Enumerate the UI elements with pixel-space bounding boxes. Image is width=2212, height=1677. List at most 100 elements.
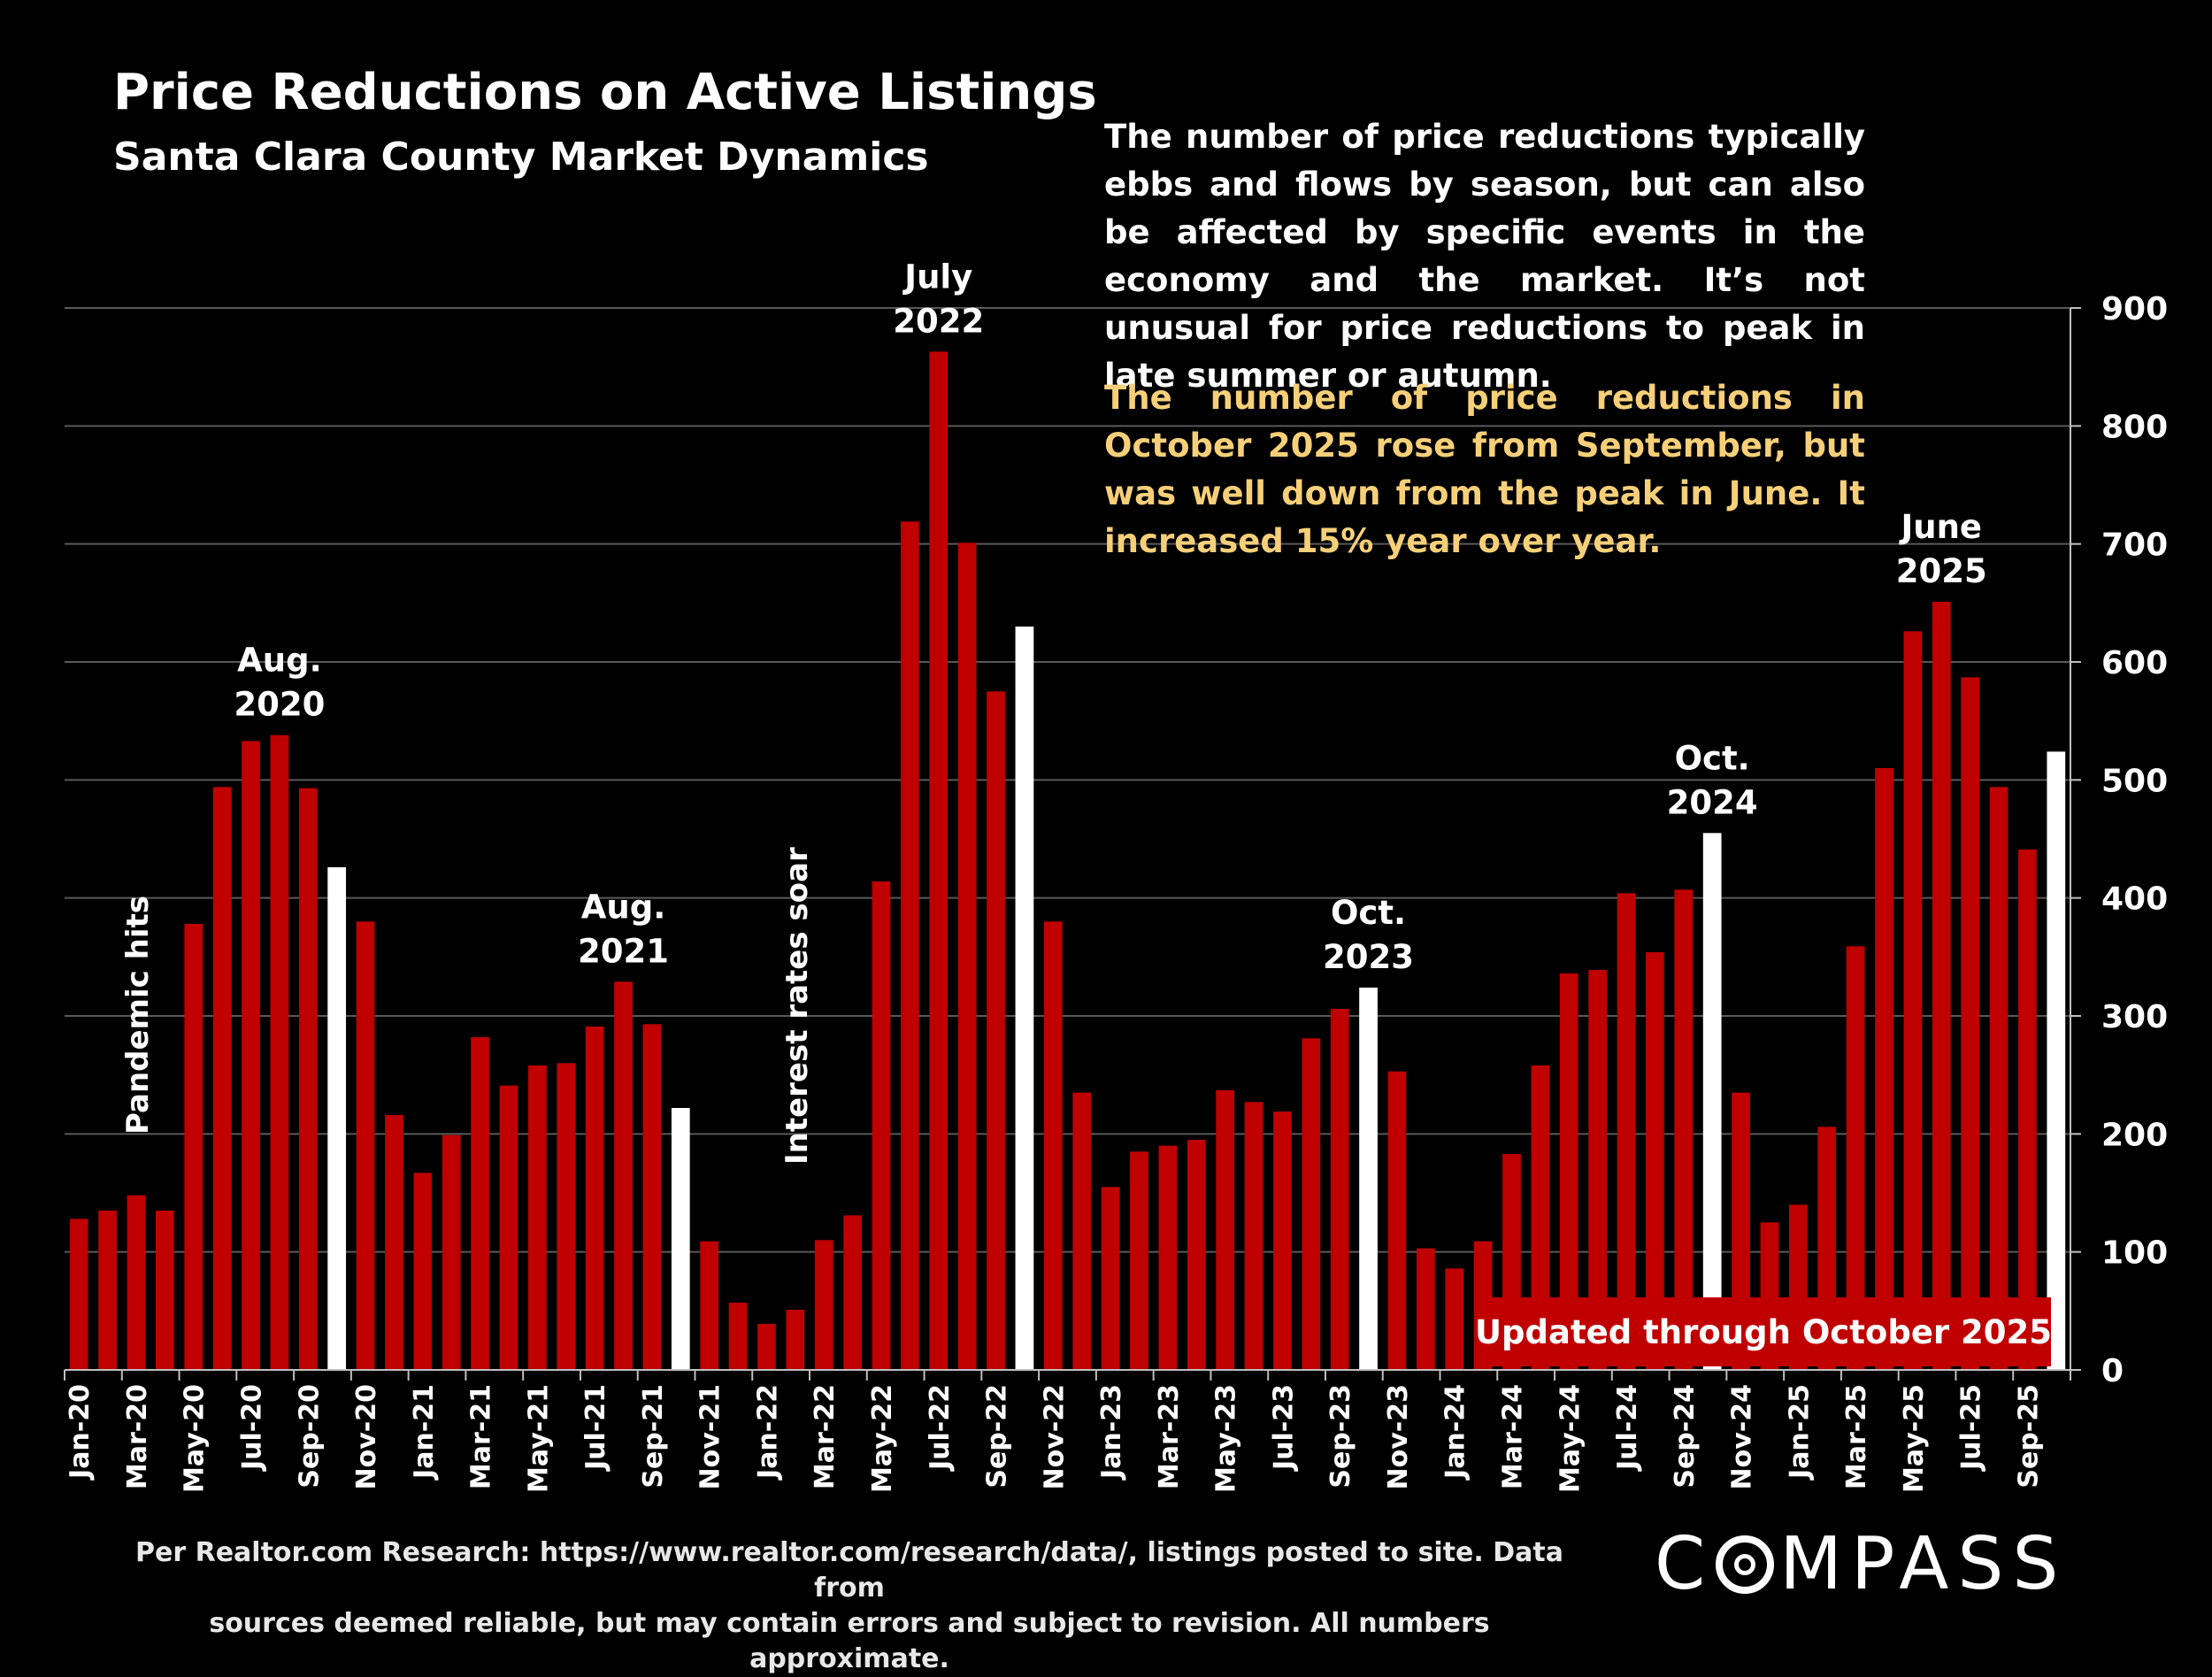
annotation-label: June bbox=[1898, 508, 1982, 546]
bar bbox=[929, 351, 949, 1370]
bar bbox=[1216, 1090, 1234, 1370]
bar bbox=[242, 741, 260, 1370]
y-tick-label: 700 bbox=[2101, 527, 2168, 564]
x-tick-label: Jan-24 bbox=[1440, 1384, 1471, 1481]
bar bbox=[1875, 768, 1893, 1370]
compass-logo: C MPASS bbox=[1655, 1522, 2068, 1606]
bar bbox=[413, 1173, 433, 1370]
bar bbox=[987, 691, 1005, 1370]
bar bbox=[528, 1065, 547, 1370]
annotation-label: 2021 bbox=[578, 932, 669, 970]
x-tick-label: Jul-25 bbox=[1956, 1384, 1987, 1472]
bar bbox=[1559, 973, 1578, 1370]
x-tick-label: Jan-21 bbox=[409, 1384, 440, 1481]
y-tick-label: 800 bbox=[2101, 409, 2168, 445]
bar bbox=[1445, 1268, 1464, 1370]
updated-badge bbox=[1476, 1297, 2051, 1366]
annotation-label: Aug. bbox=[581, 888, 666, 926]
x-tick-label: Sep-21 bbox=[638, 1384, 669, 1489]
bar bbox=[1302, 1038, 1321, 1370]
bar bbox=[1989, 787, 2008, 1370]
x-tick-label: Nov-20 bbox=[351, 1384, 382, 1489]
annotation-label: 2023 bbox=[1323, 938, 1414, 976]
y-tick-label: 0 bbox=[2101, 1353, 2124, 1389]
y-tick-label: 600 bbox=[2101, 645, 2168, 681]
bar bbox=[270, 735, 289, 1370]
x-tick-label: Nov-24 bbox=[1727, 1384, 1758, 1489]
x-tick-label: Jan-23 bbox=[1096, 1384, 1127, 1481]
bar bbox=[1588, 970, 1607, 1370]
x-tick-label: Jan-25 bbox=[1784, 1384, 1815, 1481]
bar bbox=[642, 1024, 662, 1370]
bar bbox=[1072, 1092, 1092, 1370]
bar bbox=[585, 1027, 604, 1370]
bar bbox=[700, 1241, 719, 1370]
bar bbox=[127, 1195, 146, 1370]
x-tick-label: May-23 bbox=[1211, 1384, 1242, 1493]
bar bbox=[843, 1215, 862, 1370]
annotation-label: Oct. bbox=[1331, 894, 1406, 932]
x-tick-label: May-24 bbox=[1555, 1384, 1586, 1493]
x-tick-label: Jul-21 bbox=[580, 1384, 611, 1472]
bar bbox=[1674, 889, 1694, 1370]
bar bbox=[155, 1211, 174, 1370]
x-tick-label: Sep-20 bbox=[294, 1384, 325, 1489]
x-tick-label: Mar-20 bbox=[122, 1384, 153, 1489]
bar bbox=[1932, 602, 1951, 1370]
bar bbox=[1130, 1151, 1148, 1370]
description-paragraph-1: The number of price reductions typically… bbox=[1104, 118, 1865, 395]
bar bbox=[1846, 946, 1865, 1370]
annotation-label: 2022 bbox=[893, 302, 984, 340]
bar bbox=[901, 521, 919, 1370]
vertical-annotation: Pandemic hits bbox=[120, 896, 156, 1135]
y-tick-label: 100 bbox=[2101, 1235, 2168, 1272]
x-tick-label: Sep-24 bbox=[1670, 1384, 1701, 1489]
bar-highlight bbox=[1702, 833, 1722, 1370]
x-tick-label: Sep-23 bbox=[1325, 1384, 1356, 1489]
bar bbox=[1330, 1009, 1349, 1370]
compass-o-icon bbox=[1716, 1535, 1775, 1594]
x-tick-label: Jan-20 bbox=[65, 1384, 96, 1481]
x-tick-label: May-22 bbox=[867, 1384, 898, 1493]
annotations: Aug. 2020 Aug. 2021 July 2022 Oct. 2023 Oct. 2024… bbox=[120, 258, 2052, 1366]
bar bbox=[1187, 1140, 1206, 1370]
x-tick-label: May-25 bbox=[1899, 1384, 1930, 1493]
bar bbox=[1043, 921, 1063, 1370]
x-tick-label: Mar-21 bbox=[466, 1384, 497, 1489]
y-tick-label: 900 bbox=[2101, 291, 2168, 327]
bar bbox=[1101, 1187, 1120, 1370]
annotation-label: 2025 bbox=[1896, 552, 1987, 590]
bar bbox=[1416, 1248, 1435, 1370]
bar bbox=[1617, 893, 1636, 1370]
x-tick-label: Nov-23 bbox=[1383, 1384, 1414, 1489]
bar bbox=[2018, 850, 2037, 1370]
annotation-label: 2020 bbox=[234, 686, 325, 724]
bar bbox=[499, 1085, 518, 1370]
bar bbox=[957, 542, 977, 1370]
source-footnote: Per Realtor.com Research: https://www.re… bbox=[133, 1535, 1566, 1677]
bar bbox=[471, 1037, 489, 1370]
bar bbox=[184, 924, 204, 1370]
x-tick-label: Sep-22 bbox=[982, 1384, 1013, 1489]
bar bbox=[1646, 952, 1664, 1370]
bar bbox=[1273, 1112, 1292, 1370]
bar bbox=[814, 1240, 833, 1370]
x-tick-label: Jul-23 bbox=[1268, 1384, 1299, 1472]
bar-highlight bbox=[2047, 751, 2066, 1370]
bar bbox=[757, 1324, 776, 1370]
bar bbox=[69, 1219, 88, 1370]
bar-highlight bbox=[1015, 627, 1034, 1370]
annotation-label: Oct. bbox=[1675, 739, 1750, 777]
x-tick-label: Nov-21 bbox=[695, 1384, 726, 1489]
grid-lines bbox=[65, 307, 2070, 1253]
bar bbox=[298, 788, 318, 1370]
y-tick-label: 400 bbox=[2101, 881, 2168, 918]
bar bbox=[98, 1211, 117, 1370]
source-line-1: Per Realtor.com Research: https://www.re… bbox=[135, 1537, 1563, 1604]
x-tick-label: Jul-24 bbox=[1612, 1384, 1643, 1472]
annotation-label: 2024 bbox=[1667, 783, 1758, 821]
x-tick-label: Jan-22 bbox=[752, 1384, 783, 1481]
bar bbox=[1158, 1145, 1178, 1370]
bar bbox=[728, 1303, 748, 1370]
bar bbox=[1387, 1071, 1407, 1370]
